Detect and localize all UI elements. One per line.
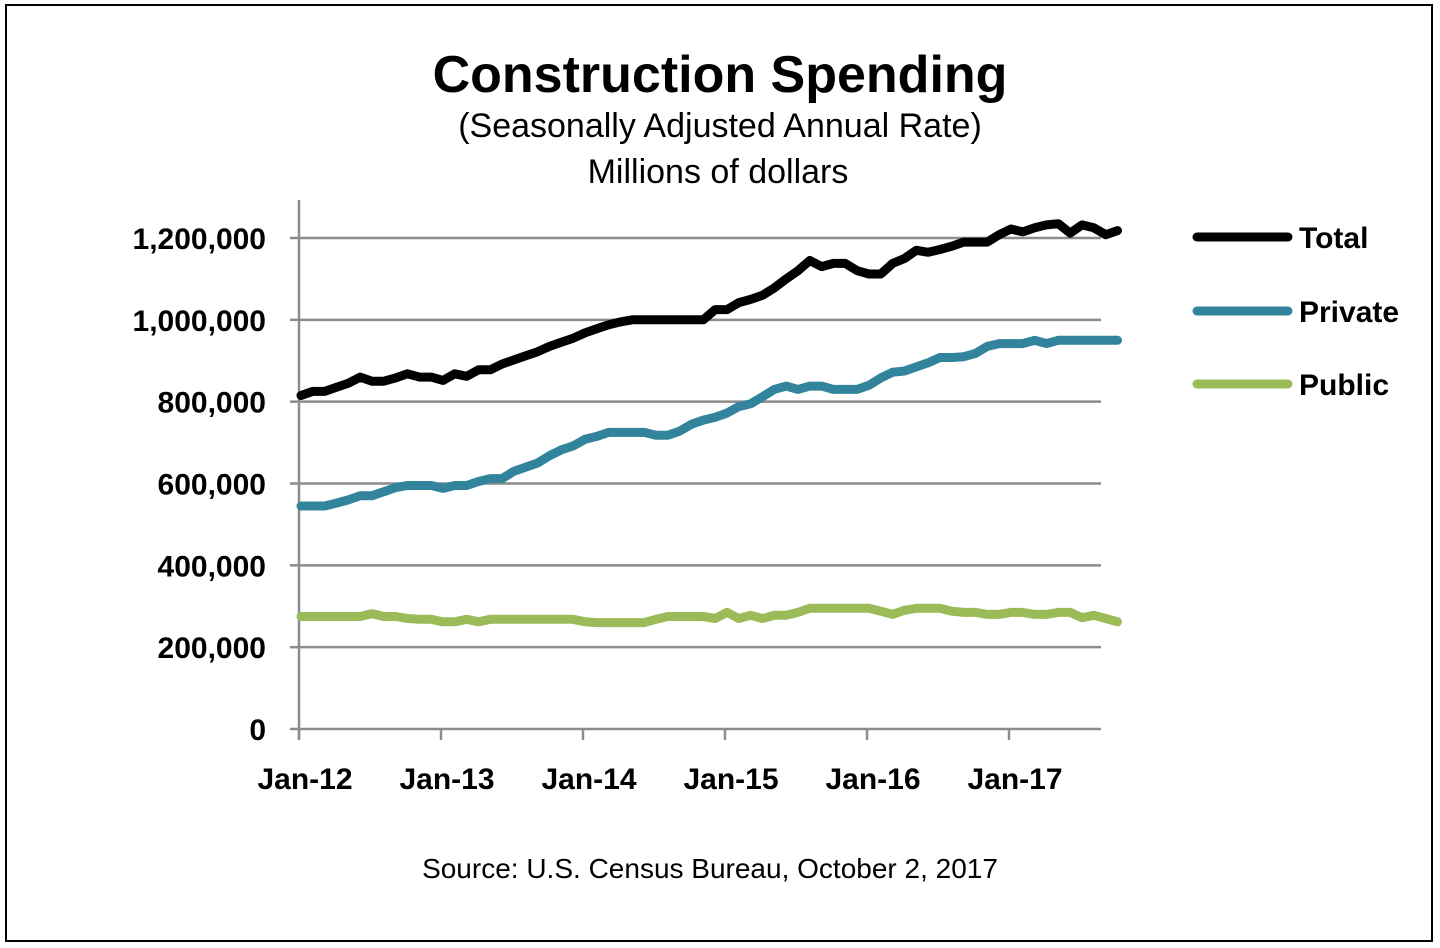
- x-tick-label: Jan-13: [399, 763, 494, 796]
- y-tick-label: 400,000: [158, 550, 266, 583]
- legend-label-total: Total: [1299, 222, 1368, 255]
- unit-label: Millions of dollars: [588, 153, 849, 191]
- y-tick-label: 0: [249, 714, 266, 747]
- x-tick-label: Jan-17: [967, 763, 1062, 796]
- series-line-public: [296, 603, 1122, 628]
- chart-frame: [5, 4, 1433, 942]
- x-tick-label: Jan-12: [257, 763, 352, 796]
- x-tick-label: Jan-16: [825, 763, 920, 796]
- x-tick-label: Jan-14: [541, 763, 636, 796]
- source-note: Source: U.S. Census Bureau, October 2, 2…: [422, 853, 998, 884]
- y-tick-label: 600,000: [158, 469, 266, 502]
- legend-label-public: Public: [1299, 369, 1389, 402]
- chart-title: Construction Spending: [433, 46, 1008, 104]
- series-line-private: [296, 335, 1122, 511]
- y-tick-label: 200,000: [158, 632, 266, 665]
- x-tick-label: Jan-15: [683, 763, 778, 796]
- series-line-total: [296, 219, 1122, 400]
- legend-label-private: Private: [1299, 296, 1399, 329]
- y-tick-label: 1,200,000: [133, 223, 266, 256]
- y-tick-label: 800,000: [158, 387, 266, 420]
- y-tick-label: 1,000,000: [133, 305, 266, 338]
- chart-subtitle: (Seasonally Adjusted Annual Rate): [458, 107, 982, 145]
